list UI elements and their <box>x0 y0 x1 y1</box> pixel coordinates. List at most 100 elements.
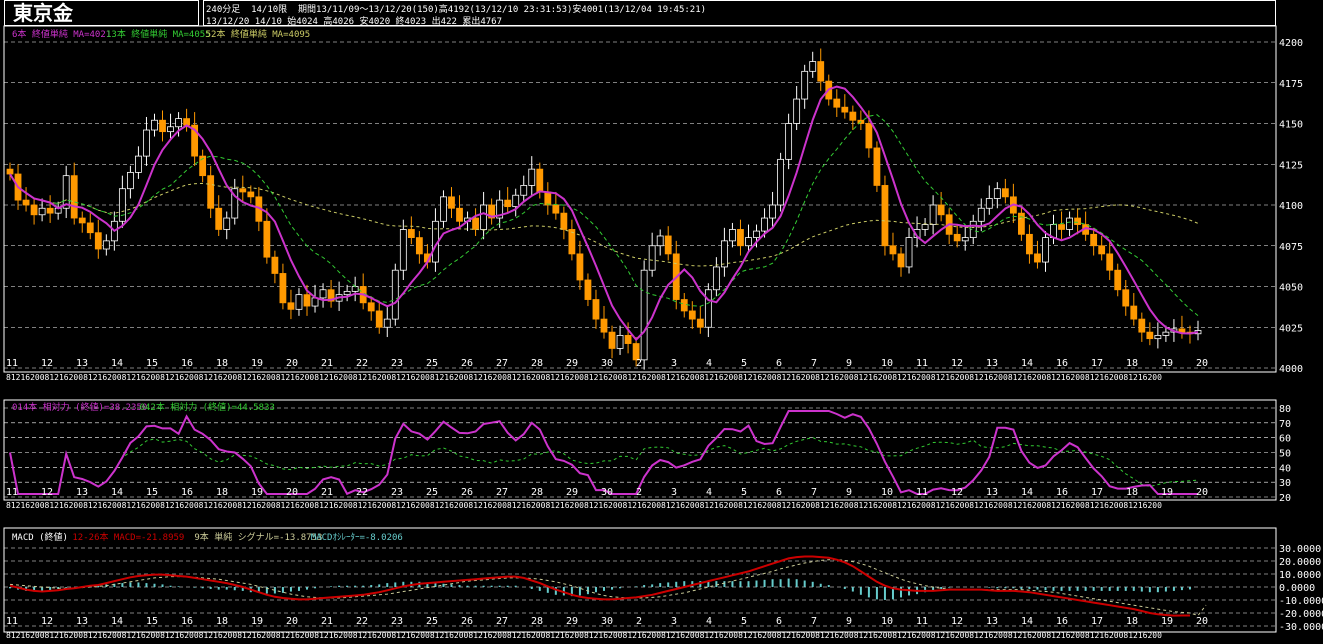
day-label: 11 <box>6 487 18 498</box>
candle <box>552 204 560 214</box>
y-tick-label: 4050 <box>1279 283 1303 294</box>
day-label: 13 <box>986 358 998 369</box>
macd-legend-0: MACD (終値) <box>12 531 68 543</box>
candle <box>889 245 897 255</box>
candle <box>985 198 993 209</box>
day-label: 9 <box>846 616 852 627</box>
candle <box>175 118 182 128</box>
day-label: 29 <box>566 487 578 498</box>
candle <box>38 207 46 216</box>
candle <box>46 207 54 214</box>
day-label: 17 <box>1091 616 1103 627</box>
day-label: 22 <box>356 616 368 627</box>
y-tick-label: 4075 <box>1279 242 1303 253</box>
candle <box>624 334 632 344</box>
y-tick-label: -10.0000 <box>1279 596 1323 607</box>
candle <box>151 119 158 131</box>
candle <box>407 229 415 238</box>
candle <box>271 256 279 274</box>
candle <box>745 237 752 247</box>
day-label: 20 <box>286 487 298 498</box>
day-label: 28 <box>531 358 543 369</box>
candle <box>1090 233 1098 247</box>
day-label: 18 <box>1126 616 1138 627</box>
candle <box>247 191 255 198</box>
day-label: 17 <box>1091 358 1103 369</box>
y-tick-label: 4150 <box>1279 120 1303 131</box>
candle <box>833 98 841 108</box>
day-label: 7 <box>811 487 817 498</box>
ma52-line <box>9 173 1199 267</box>
time-axis-labels: 8121620081216200812162008121620081216200… <box>6 373 1162 382</box>
candle <box>704 289 712 328</box>
candle <box>849 111 857 121</box>
candle <box>191 124 199 157</box>
day-label: 7 <box>811 616 817 627</box>
candle <box>223 217 231 230</box>
candle <box>873 147 881 186</box>
candle <box>496 199 504 219</box>
candle <box>729 229 736 242</box>
day-label: 22 <box>356 358 368 369</box>
day-label: 12 <box>951 487 963 498</box>
day-label: 2 <box>636 487 642 498</box>
candle <box>753 230 760 239</box>
panel-frame-1 <box>3 399 1277 501</box>
candle <box>584 279 592 300</box>
day-label: 17 <box>1091 487 1103 498</box>
candle <box>648 245 656 271</box>
time-axis-labels: 8121620081216200812162008121620081216200… <box>6 501 1162 510</box>
day-label: 19 <box>1161 487 1173 498</box>
candle <box>30 204 38 216</box>
candle <box>841 106 849 113</box>
candle <box>319 289 327 299</box>
day-label: 14 <box>1021 358 1033 369</box>
day-label: 30 <box>601 358 613 369</box>
day-label: 2 <box>636 358 642 369</box>
day-label: 16 <box>181 487 193 498</box>
candle <box>480 204 487 230</box>
ma6-line <box>9 85 1199 342</box>
candle <box>536 168 544 193</box>
day-label: 15 <box>146 358 158 369</box>
candle <box>78 217 86 224</box>
day-label: 16 <box>181 616 193 627</box>
candle <box>303 294 311 307</box>
rsi-legend-1: 042本 相対力 (終値)=44.5833 <box>140 401 275 413</box>
day-label: 18 <box>216 358 228 369</box>
candle <box>343 290 351 296</box>
candle <box>1074 217 1081 225</box>
candle <box>1178 328 1186 333</box>
candle <box>793 98 801 124</box>
candle <box>688 310 696 320</box>
candle <box>632 343 640 361</box>
candle <box>415 237 423 255</box>
day-label: 19 <box>251 487 263 498</box>
y-tick-label: -30.0000 <box>1279 622 1323 633</box>
day-label: 27 <box>496 487 508 498</box>
candle <box>70 175 78 219</box>
day-label: 13 <box>986 616 998 627</box>
macd-signal-line <box>9 559 1207 617</box>
candle <box>183 118 190 126</box>
candle <box>488 204 496 219</box>
candle <box>528 168 536 186</box>
candle <box>953 233 961 242</box>
day-label: 11 <box>6 616 18 627</box>
candle <box>1018 212 1025 235</box>
day-label: 13 <box>76 358 88 369</box>
day-label: 25 <box>426 358 438 369</box>
day-label: 2 <box>636 616 642 627</box>
candle <box>761 217 768 232</box>
day-label: 29 <box>566 358 578 369</box>
day-label: 18 <box>1126 487 1138 498</box>
candle <box>544 191 552 206</box>
day-label: 3 <box>671 487 677 498</box>
day-label: 6 <box>776 616 782 627</box>
day-label: 10 <box>881 616 893 627</box>
period-info-line: 240分足 14/10限 期間13/11/09～13/12/20(150)高41… <box>206 5 707 15</box>
y-tick-label: 0.0000 <box>1279 583 1315 594</box>
rsi-legend-0: 014本 相対力 (終値)=38.2350 <box>12 401 147 413</box>
day-label: 16 <box>181 358 193 369</box>
